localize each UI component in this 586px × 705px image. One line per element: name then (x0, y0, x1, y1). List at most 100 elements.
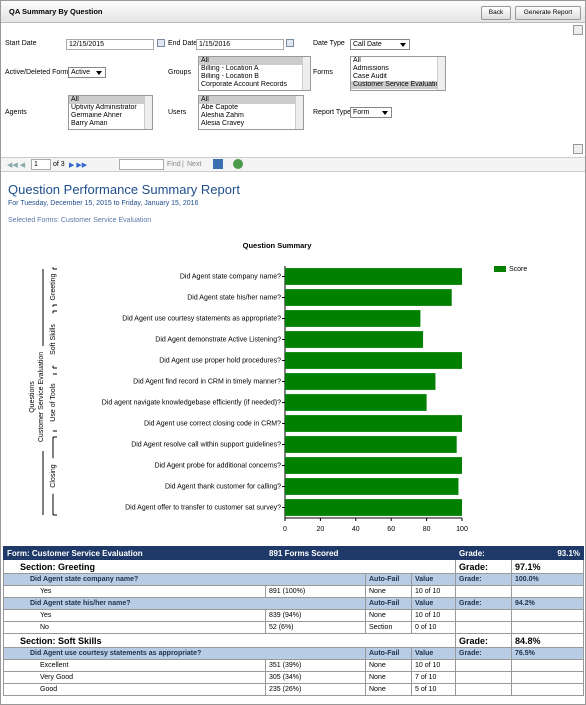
table-cell: 839 (94%) (265, 609, 366, 622)
table-cell (511, 683, 585, 696)
next-link[interactable]: Next (187, 161, 202, 168)
bar (285, 499, 462, 516)
table-cell: 10 of 10 (410, 609, 457, 622)
list-item[interactable]: Alesia Cravey (201, 120, 245, 127)
table-row: No 52 (6%) Section 0 of 10 (3, 621, 585, 634)
list-item[interactable]: Billing - Location B (201, 73, 259, 80)
end-date-input[interactable]: 1/15/2016 (196, 39, 284, 50)
report-table: Form: Customer Service Evaluation 891 For… (2, 546, 585, 696)
legend-label: Score (509, 266, 527, 273)
label: Start Date (5, 40, 37, 47)
table-cell: 97.1% (511, 559, 585, 574)
list-item[interactable]: All (199, 96, 295, 104)
table-cell: Value (410, 573, 457, 586)
list-item[interactable]: Barry Aman (71, 120, 108, 127)
table-cell: None (365, 609, 412, 622)
label: End Date (168, 40, 198, 47)
table-cell: Section (365, 621, 412, 634)
table-cell: 351 (39%) (265, 659, 366, 672)
list-item[interactable]: Germaine Ahner (71, 112, 122, 119)
page-input[interactable]: 1 (31, 159, 51, 170)
group-label: Soft Skills (50, 324, 57, 355)
list-item[interactable]: Customer Service Evaluation (351, 81, 437, 89)
table-cell (511, 659, 585, 672)
bar (285, 394, 427, 411)
list-item[interactable]: Corporate Account Records (201, 81, 287, 88)
x-tick-label: 0 (283, 526, 287, 533)
agents-list[interactable]: All Uptivity Administrator Germaine Ahner B… (68, 95, 153, 130)
table-cell: Auto-Fail (365, 647, 412, 660)
table-row: Did Agent use courtesy statements as app… (3, 647, 585, 660)
find-input[interactable] (119, 159, 164, 170)
x-tick-label: 40 (352, 526, 360, 533)
table-row: Good 235 (26%) None 5 of 10 (3, 683, 585, 696)
find-link[interactable]: Find (167, 161, 181, 168)
table-cell: Grade: (455, 597, 513, 610)
table-row: Did Agent state company name? Auto-Fail Va… (3, 573, 585, 586)
users-list[interactable]: All Abe Capote Aleshia Zahm Alesia Cravey (198, 95, 304, 130)
forms-state-select[interactable]: Active (68, 67, 106, 78)
list-item[interactable]: Case Audit (353, 73, 387, 80)
table-cell: Yes (3, 585, 266, 598)
list-item[interactable]: Admissions (353, 65, 389, 72)
table-cell: Section: Greeting (2, 559, 456, 574)
start-date-input[interactable]: 12/15/2015 (66, 39, 154, 50)
table-cell (455, 683, 513, 696)
table-cell: Section: Soft Skills (2, 633, 456, 648)
bar (285, 310, 421, 327)
refresh-icon[interactable] (233, 159, 243, 169)
nav-icons[interactable]: ▶ ▶▶ (69, 162, 88, 169)
table-cell: None (365, 671, 412, 684)
table-row: Section: Greeting Grade: 97.1% (2, 559, 585, 574)
table-cell: 10 of 10 (410, 585, 457, 598)
forms-list[interactable]: All Admissions Case Audit Customer Service … (350, 56, 446, 91)
list-item[interactable]: Uptivity Administrator (71, 104, 137, 111)
collapse-icon[interactable] (573, 144, 583, 154)
list-item[interactable]: Abe Capote (201, 104, 238, 111)
table-cell: Auto-Fail (365, 573, 412, 586)
group-label: Use of Tools (50, 383, 57, 422)
group-label: Greeting (50, 273, 57, 300)
table-cell: Grade: (455, 647, 513, 660)
table-row: Section: Soft Skills Grade: 84.8% (2, 633, 585, 648)
legend-swatch (494, 266, 506, 272)
list-item[interactable]: All (353, 57, 361, 64)
x-tick-label: 80 (423, 526, 431, 533)
groups-list[interactable]: All Billing - Location A Billing - Locatio… (198, 56, 311, 91)
generate-button[interactable]: Generate Report (515, 6, 581, 20)
y-tick-label: Did Agent demonstrate Active Listening? (155, 336, 281, 343)
list-item[interactable]: Aleshia Zahm (201, 112, 244, 119)
table-cell: 5 of 10 (410, 683, 457, 696)
header-bar (1, 1, 585, 23)
list-item[interactable]: Billing - Location A (201, 65, 259, 72)
back-button[interactable]: Back (481, 6, 511, 20)
table-cell: Did Agent state company name? (3, 573, 366, 586)
label: Users (168, 109, 187, 116)
nav-icons[interactable]: ◀◀ ◀ (7, 162, 26, 169)
calendar-icon[interactable] (286, 39, 294, 47)
label: Forms (313, 69, 333, 76)
report-type-select[interactable]: Form (350, 107, 392, 118)
date-type-select[interactable]: Call Date (350, 39, 410, 50)
table-cell: 100.0% (511, 573, 585, 586)
calendar-icon[interactable] (157, 39, 165, 47)
y-tick-label: Did Agent state company name? (180, 273, 281, 280)
table-cell: 235 (26%) (265, 683, 366, 696)
table-cell (511, 609, 585, 622)
table-cell: Grade: (455, 633, 513, 648)
table-cell: 84.8% (511, 633, 585, 648)
list-item[interactable]: All (199, 57, 302, 65)
table-cell: Good (3, 683, 266, 696)
table-cell: None (365, 585, 412, 598)
y-tick-label: Did Agent thank customer for calling? (165, 483, 281, 490)
label: Groups (168, 69, 191, 76)
x-tick-label: 60 (387, 526, 395, 533)
chart-title: Question Summary (243, 241, 313, 250)
export-icon[interactable] (213, 159, 223, 169)
collapse-icon[interactable] (573, 25, 583, 35)
x-tick-label: 100 (456, 526, 468, 533)
list-item[interactable]: All (69, 96, 144, 104)
table-cell: 891 (100%) (265, 585, 366, 598)
table-cell: 10 of 10 (410, 659, 457, 672)
